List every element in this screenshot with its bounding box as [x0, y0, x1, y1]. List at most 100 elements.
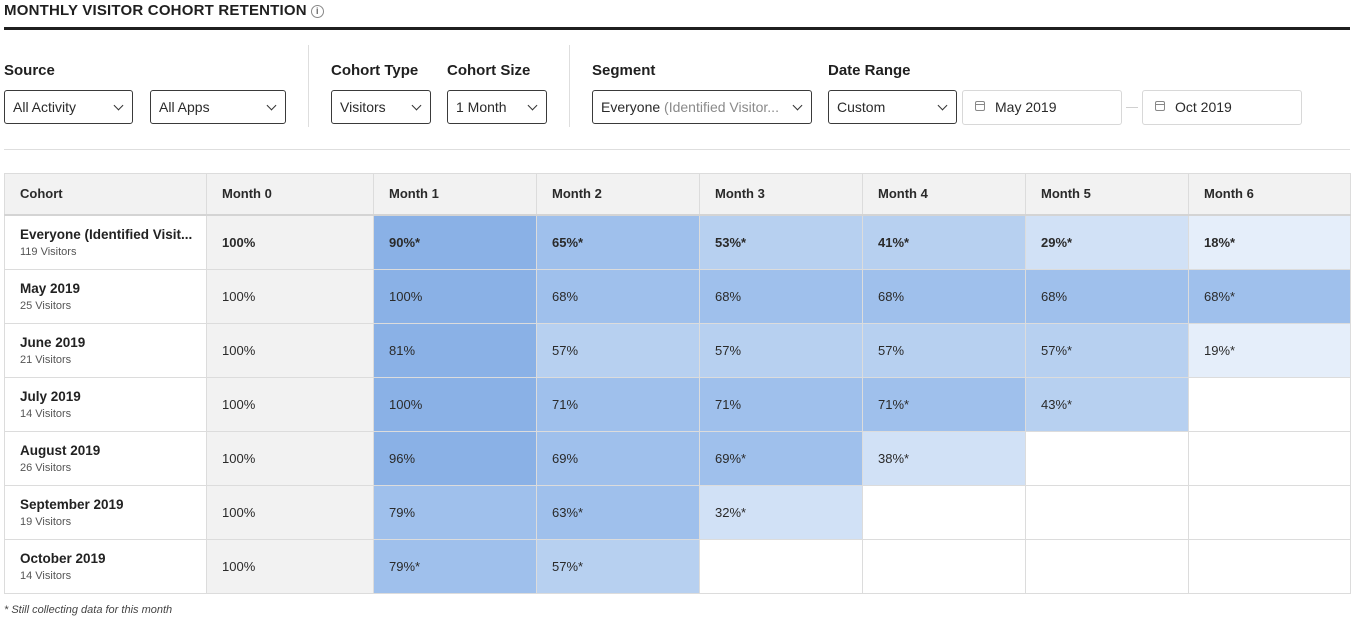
date-range-select[interactable]: Custom	[828, 90, 957, 124]
cohort-size-label: Cohort Size	[447, 62, 531, 79]
retention-cell: 68%	[862, 269, 1026, 324]
retention-cell: 68%	[699, 269, 863, 324]
table-header-row: Cohort Month 0 Month 1 Month 2 Month 3 M…	[4, 173, 1351, 216]
table-row: October 2019 14 Visitors 100% 79%* 57%*	[4, 539, 1351, 594]
date-range-value: Custom	[837, 99, 886, 115]
column-header-month-1[interactable]: Month 1	[373, 173, 537, 216]
retention-cell: 68%	[1025, 269, 1189, 324]
retention-cell: 68%	[536, 269, 700, 324]
chevron-down-icon	[266, 100, 277, 111]
retention-cell: 43%*	[1025, 377, 1189, 432]
column-header-month-4[interactable]: Month 4	[862, 173, 1026, 216]
retention-cell: 81%	[373, 323, 537, 378]
calendar-icon	[975, 101, 985, 111]
footnote: * Still collecting data for this month	[4, 604, 173, 616]
retention-cell: 100%	[373, 269, 537, 324]
table-row: September 2019 19 Visitors 100% 79% 63%* 32%*	[4, 485, 1351, 540]
retention-cell	[1188, 539, 1351, 594]
retention-cell: 100%	[373, 377, 537, 432]
page-title: MONTHLY VISITOR COHORT RETENTION i	[4, 2, 324, 19]
chevron-down-icon	[792, 100, 803, 111]
segment-label: Segment	[592, 62, 656, 79]
retention-cell: 18%*	[1188, 214, 1351, 270]
retention-cell: 69%*	[699, 431, 863, 486]
cohort-type-select[interactable]: Visitors	[331, 90, 431, 124]
retention-cell: 57%	[536, 323, 700, 378]
start-date-input[interactable]: May 2019	[962, 90, 1122, 125]
retention-cell: 100%	[206, 377, 374, 432]
retention-cell: 65%*	[536, 214, 700, 270]
retention-cell	[1025, 539, 1189, 594]
cohort-name: June 2019	[20, 335, 86, 350]
retention-cell: 29%*	[1025, 214, 1189, 270]
retention-cell: 63%*	[536, 485, 700, 540]
retention-cell: 32%*	[699, 485, 863, 540]
end-date-value: Oct 2019	[1175, 99, 1232, 115]
cohort-retention-table: Cohort Month 0 Month 1 Month 2 Month 3 M…	[4, 173, 1351, 594]
column-header-month-0[interactable]: Month 0	[206, 173, 374, 216]
column-header-month-6[interactable]: Month 6	[1188, 173, 1351, 216]
retention-cell: 71%*	[862, 377, 1026, 432]
column-header-cohort[interactable]: Cohort	[4, 173, 207, 216]
retention-cell: 57%*	[1025, 323, 1189, 378]
cohort-cell: September 2019 19 Visitors	[4, 485, 207, 540]
retention-cell: 96%	[373, 431, 537, 486]
retention-cell	[1025, 431, 1189, 486]
chevron-down-icon	[113, 100, 124, 111]
retention-cell: 41%*	[862, 214, 1026, 270]
retention-cell: 100%	[206, 485, 374, 540]
source-apps-select[interactable]: All Apps	[150, 90, 286, 124]
retention-cell: 71%	[699, 377, 863, 432]
retention-cell: 100%	[206, 269, 374, 324]
retention-cell: 90%*	[373, 214, 537, 270]
source-apps-value: All Apps	[159, 99, 210, 115]
retention-cell: 68%*	[1188, 269, 1351, 324]
table-row: August 2019 26 Visitors 100% 96% 69% 69%* 38%*	[4, 431, 1351, 486]
cohort-cell: June 2019 21 Visitors	[4, 323, 207, 378]
retention-cell	[1025, 485, 1189, 540]
cohort-cell: October 2019 14 Visitors	[4, 539, 207, 594]
source-label: Source	[4, 62, 55, 79]
column-header-month-5[interactable]: Month 5	[1025, 173, 1189, 216]
cohort-name: August 2019	[20, 443, 101, 458]
table-row: Everyone (Identified Visit... 119 Visitor…	[4, 214, 1351, 270]
info-icon[interactable]: i	[310, 5, 324, 18]
cohort-cell: July 2019 14 Visitors	[4, 377, 207, 432]
cohort-size-value: 1 Month	[456, 99, 507, 115]
retention-cell	[1188, 377, 1351, 432]
retention-cell	[1188, 431, 1351, 486]
cohort-visitor-count: 119 Visitors	[20, 245, 77, 258]
retention-cell: 100%	[206, 431, 374, 486]
retention-cell	[1188, 485, 1351, 540]
section-divider	[4, 149, 1350, 150]
cohort-name: October 2019	[20, 551, 106, 566]
filter-divider	[569, 45, 570, 127]
end-date-input[interactable]: Oct 2019	[1142, 90, 1302, 125]
retention-cell: 100%	[206, 539, 374, 594]
title-divider	[4, 27, 1350, 30]
retention-cell: 79%	[373, 485, 537, 540]
cohort-visitor-count: 25 Visitors	[20, 300, 72, 312]
cohort-visitor-count: 14 Visitors	[20, 570, 72, 582]
segment-select[interactable]: Everyone (Identified Visitor...	[592, 90, 812, 124]
cohort-cell: Everyone (Identified Visit... 119 Visitor…	[4, 214, 207, 270]
column-header-month-2[interactable]: Month 2	[536, 173, 700, 216]
start-date-value: May 2019	[995, 99, 1057, 115]
retention-cell	[862, 485, 1026, 540]
source-activity-select[interactable]: All Activity	[4, 90, 133, 124]
cohort-type-value: Visitors	[340, 99, 386, 115]
retention-cell	[862, 539, 1026, 594]
calendar-icon	[1155, 101, 1165, 111]
date-range-label: Date Range	[828, 62, 911, 79]
column-header-month-3[interactable]: Month 3	[699, 173, 863, 216]
source-activity-value: All Activity	[13, 99, 77, 115]
retention-cell: 100%	[206, 323, 374, 378]
table-row: June 2019 21 Visitors 100% 81% 57% 57% 57% 57%*…	[4, 323, 1351, 378]
cohort-size-select[interactable]: 1 Month	[447, 90, 547, 124]
retention-cell	[699, 539, 863, 594]
cohort-name: May 2019	[20, 281, 81, 296]
cohort-visitor-count: 14 Visitors	[20, 408, 72, 420]
segment-value: Everyone	[601, 99, 661, 115]
table-row: July 2019 14 Visitors 100% 100% 71% 71% 71%* 43…	[4, 377, 1351, 432]
cohort-visitor-count: 19 Visitors	[20, 516, 72, 528]
